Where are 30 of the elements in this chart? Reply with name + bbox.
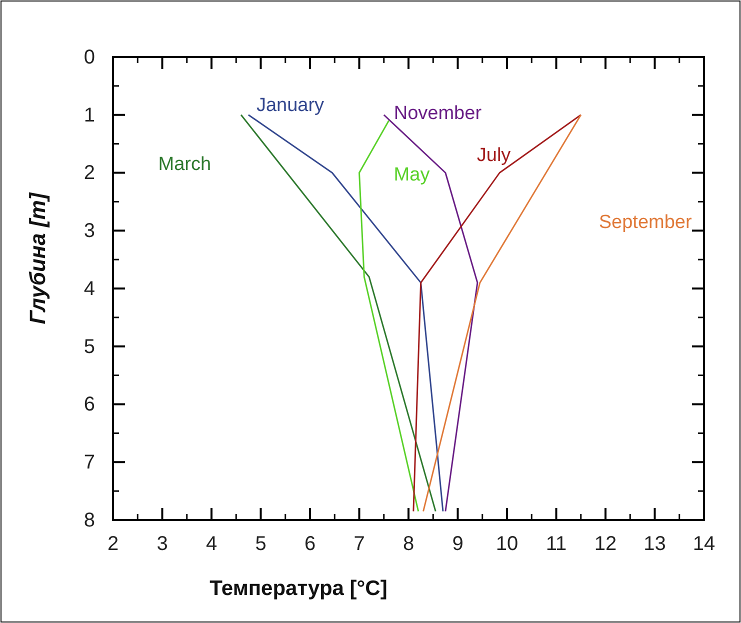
y-tick-label: 4 xyxy=(84,278,95,300)
x-tick-label: 5 xyxy=(255,533,266,556)
y-tick-label: 5 xyxy=(84,336,95,358)
x-tick-label: 11 xyxy=(546,533,567,556)
y-tick-label: 1 xyxy=(84,104,95,126)
text: September xyxy=(598,212,692,233)
y-tick-label: 7 xyxy=(84,452,95,474)
x-tick-label: 8 xyxy=(402,533,414,556)
x-tick-label: 12 xyxy=(594,533,617,556)
y-tick-label: 0 xyxy=(84,46,95,68)
x-tick-label: 2 xyxy=(107,533,119,556)
y-tick-label: 3 xyxy=(84,220,95,242)
x-tick-label: 9 xyxy=(452,533,464,556)
x-tick-label: 14 xyxy=(692,533,716,556)
x-tick-label: 4 xyxy=(206,533,218,556)
y-axis-title: Глубина [m] xyxy=(25,192,50,324)
series-label: May xyxy=(394,164,430,186)
x-tick-label: 3 xyxy=(156,533,168,556)
y-tick-label: 8 xyxy=(84,509,95,532)
y-tick-label: 2 xyxy=(84,162,95,184)
x-tick-label: 13 xyxy=(644,533,666,556)
series-label: January xyxy=(256,94,325,116)
text: March xyxy=(158,154,212,175)
x-tick-label: 7 xyxy=(354,533,365,556)
series-label: July xyxy=(476,144,512,166)
x-tick-label: 10 xyxy=(496,533,518,556)
x-tick-label: 6 xyxy=(304,533,316,556)
x-axis-title: Температура [°C] xyxy=(210,577,388,600)
y-tick-label: 6 xyxy=(84,394,95,416)
series-label: November xyxy=(394,102,482,124)
